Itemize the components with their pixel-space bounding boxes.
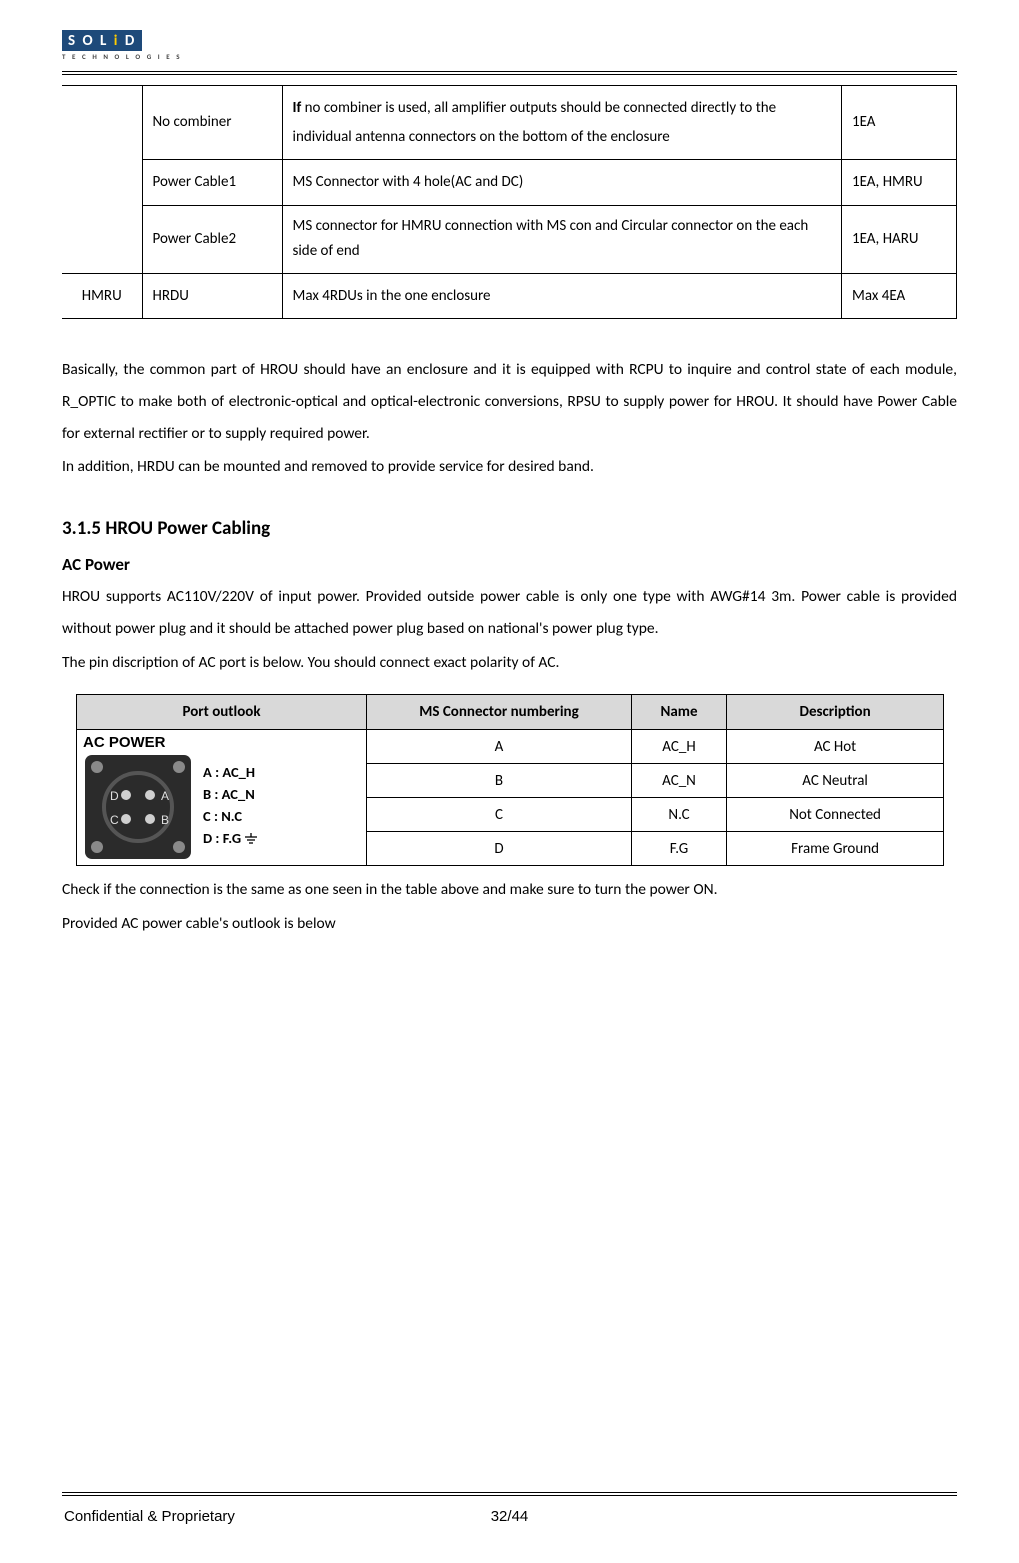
pin-cell-desc: AC Neutral — [727, 764, 944, 798]
pin-th-desc: Description — [727, 695, 944, 730]
paragraph-4: The pin discription of AC port is below.… — [62, 647, 957, 679]
pin-table: Port outlook MS Connector numbering Name… — [76, 694, 944, 866]
pin-cell-num: B — [367, 764, 632, 798]
section-heading: 3.1.5 HROU Power Cabling — [62, 517, 957, 540]
spec-cell: No combiner — [142, 86, 282, 160]
logo-text-1: S O L — [68, 32, 114, 50]
spec-cell: 1EA — [842, 86, 957, 160]
legend-line-d: D : F.G — [203, 828, 258, 850]
spec-cell: MS Connector with 4 hole(AC and DC) — [282, 160, 842, 206]
spec-bold: If — [293, 99, 302, 117]
paragraph-5: Check if the connection is the same as o… — [62, 874, 957, 906]
svg-text:C: C — [110, 813, 119, 827]
connector-legend: A : AC_H B : AC_N C : N.C D : F.G — [203, 762, 258, 849]
legend-line-b: B : AC_N — [203, 784, 258, 806]
ac-power-label: AC POWER — [83, 734, 193, 751]
header-rule-thick — [62, 71, 957, 72]
pin-cell-name: AC_N — [632, 764, 727, 798]
legend-d-text: D : F.G — [203, 829, 244, 847]
paragraph-6: Provided AC power cable's outlook is bel… — [62, 908, 957, 940]
pin-cell-num: C — [367, 798, 632, 832]
pin-th-name: Name — [632, 695, 727, 730]
sub-heading: AC Power — [62, 554, 957, 575]
legend-line-a: A : AC_H — [203, 762, 258, 784]
footer-left: Confidential & Proprietary — [64, 1508, 235, 1525]
svg-text:A: A — [161, 789, 169, 803]
spec-cell: Power Cable2 — [142, 205, 282, 273]
pin-cell-desc: Not Connected — [727, 798, 944, 832]
logo-text-2: D — [119, 32, 136, 50]
footer: Confidential & Proprietary 32/44 — [62, 1508, 957, 1543]
pin-cell-desc: AC Hot — [727, 730, 944, 764]
pin-cell-num: A — [367, 730, 632, 764]
paragraph-3: HROU supports AC110V/220V of input power… — [62, 581, 957, 645]
spec-cell: Max 4RDUs in the one enclosure — [282, 273, 842, 319]
pin-cell-name: F.G — [632, 832, 727, 866]
footer-rule-thick — [62, 1492, 957, 1493]
pin-cell-name: AC_H — [632, 730, 727, 764]
spec-cell: Max 4EA — [842, 273, 957, 319]
connector-diagram-icon: A B C D — [83, 753, 193, 861]
spec-cell: Power Cable1 — [142, 160, 282, 206]
svg-text:D: D — [110, 789, 119, 803]
spec-cell: 1EA, HARU — [842, 205, 957, 273]
spec-cell: HMRU — [62, 273, 142, 319]
spec-table: No combiner If no combiner is used, all … — [62, 85, 957, 319]
pin-cell-num: D — [367, 832, 632, 866]
spec-cell-blank — [62, 86, 142, 274]
header-rule-thin — [62, 74, 957, 75]
ground-icon — [244, 833, 258, 846]
legend-line-c: C : N.C — [203, 806, 258, 828]
pin-cell-desc: Frame Ground — [727, 832, 944, 866]
port-outlook-cell: AC POWER A — [77, 730, 367, 866]
pin-cell-name: N.C — [632, 798, 727, 832]
spec-cell: MS connector for HMRU connection with MS… — [282, 205, 842, 273]
spec-cell: If no combiner is used, all amplifier ou… — [282, 86, 842, 160]
pin-th-outlook: Port outlook — [77, 695, 367, 730]
spec-cell: 1EA, HMRU — [842, 160, 957, 206]
logo-subtext: T E C H N O L O G I E S — [62, 52, 957, 61]
spec-cell: HRDU — [142, 273, 282, 319]
svg-text:B: B — [161, 813, 169, 827]
header-logo: S O L i D T E C H N O L O G I E S — [62, 30, 957, 61]
footer-rule-thin — [62, 1495, 957, 1496]
paragraph-2: In addition, HRDU can be mounted and rem… — [62, 451, 957, 483]
connector-block: AC POWER A — [83, 734, 193, 861]
pin-th-numbering: MS Connector numbering — [367, 695, 632, 730]
spec-text: no combiner is used, all amplifier outpu… — [293, 99, 777, 146]
paragraph-1: Basically, the common part of HROU shoul… — [62, 354, 957, 449]
logo-block: S O L i D — [62, 30, 142, 51]
